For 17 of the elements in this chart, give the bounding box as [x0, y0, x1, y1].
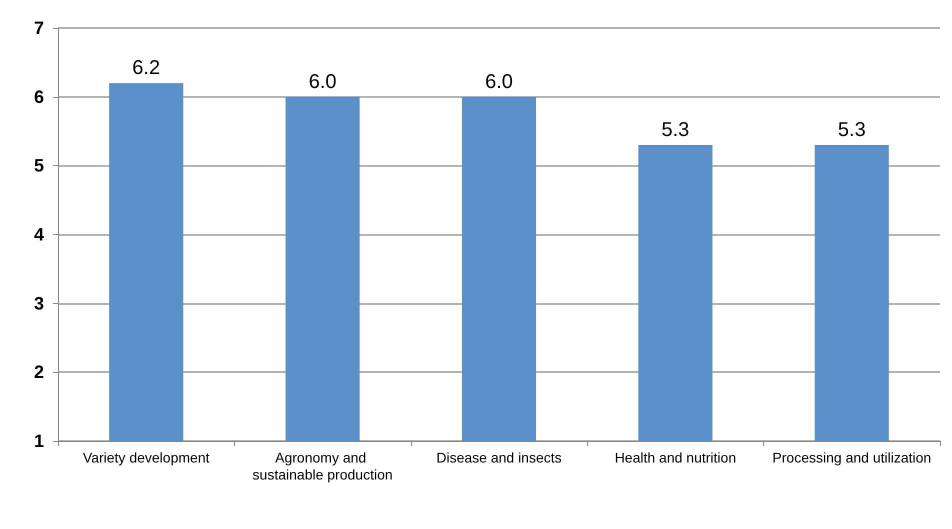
data-label: 6.0	[485, 70, 513, 93]
x-tick-label: Processing and utilization	[772, 450, 932, 466]
data-label: 5.3	[661, 119, 690, 142]
y-tick-label: 5	[34, 156, 44, 176]
data-label: 6.2	[132, 57, 160, 80]
data-label: 6.0	[308, 70, 337, 93]
x-tick-label: Disease and insects	[436, 450, 562, 466]
y-tick-label: 7	[34, 18, 44, 38]
data-label: 5.3	[838, 119, 866, 142]
y-tick-label: 4	[34, 224, 44, 244]
y-tick-label: 6	[34, 86, 44, 107]
y-tick-label: 1	[34, 431, 44, 451]
x-tick-label: Agronomy and sustainable production	[252, 450, 393, 482]
y-tick-label: 3	[34, 293, 44, 314]
y-tick-label: 2	[34, 362, 44, 382]
x-tick-label: Variety development	[82, 450, 210, 466]
x-tick-label: Health and nutrition	[614, 450, 736, 466]
